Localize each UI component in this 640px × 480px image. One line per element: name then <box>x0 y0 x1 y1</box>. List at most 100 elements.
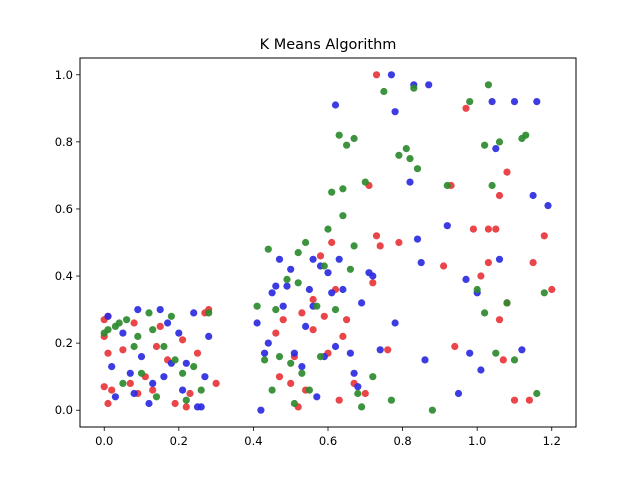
x-tick-label: 1.0 <box>468 434 486 448</box>
data-point <box>167 312 175 320</box>
data-point <box>134 332 142 340</box>
data-point <box>413 235 422 243</box>
data-point <box>406 178 414 186</box>
x-axis: 0.0 0.2 0.4 0.6 0.8 1.0 1.2 <box>95 427 561 448</box>
data-point <box>462 275 470 283</box>
data-point <box>410 84 418 92</box>
data-point <box>164 319 172 327</box>
data-point <box>413 165 422 173</box>
data-point <box>454 389 463 398</box>
points-layer <box>100 71 556 414</box>
data-point <box>380 87 388 96</box>
data-point <box>309 255 317 263</box>
data-point <box>179 369 187 377</box>
data-point <box>119 379 127 387</box>
data-point <box>257 406 265 414</box>
y-axis: 0.0 0.2 0.4 0.6 0.8 1.0 <box>55 68 80 417</box>
y-tick-label: 0.4 <box>55 269 73 283</box>
data-point <box>123 316 131 324</box>
data-point <box>484 81 492 89</box>
data-point <box>391 319 399 327</box>
y-tick-label: 1.0 <box>55 68 73 82</box>
data-point <box>466 349 474 357</box>
data-point <box>462 104 470 112</box>
data-point <box>309 295 317 304</box>
data-point <box>156 306 164 314</box>
data-point <box>179 386 187 394</box>
data-point <box>108 386 116 394</box>
data-point <box>331 342 340 351</box>
data-point <box>171 399 179 408</box>
data-point <box>272 329 280 337</box>
data-point <box>149 386 157 394</box>
data-point <box>305 386 313 394</box>
data-point <box>473 285 481 294</box>
data-point <box>358 403 366 411</box>
y-tick-label: 0.8 <box>55 135 73 149</box>
data-point <box>313 393 321 401</box>
data-point <box>275 353 284 361</box>
data-point <box>205 332 213 340</box>
x-tick-label: 1.2 <box>543 434 561 448</box>
data-point <box>369 272 377 280</box>
data-point <box>369 373 377 381</box>
data-point <box>384 346 392 354</box>
data-point <box>421 356 429 364</box>
data-point <box>510 396 519 404</box>
data-point <box>190 309 198 317</box>
data-point <box>287 379 295 387</box>
data-point <box>488 98 496 106</box>
data-point <box>331 306 340 314</box>
x-tick-label: 0.2 <box>170 434 188 448</box>
data-point <box>268 289 276 297</box>
data-point <box>492 225 500 233</box>
data-point <box>343 141 351 149</box>
data-point <box>369 279 377 287</box>
data-point <box>372 232 381 240</box>
data-point <box>193 349 202 357</box>
data-point <box>488 181 496 190</box>
data-point <box>361 389 369 398</box>
data-point <box>160 373 168 381</box>
data-point <box>145 399 153 408</box>
data-point <box>533 98 541 106</box>
data-point <box>354 389 362 398</box>
data-point <box>402 145 410 153</box>
data-point <box>484 225 492 233</box>
data-point <box>305 285 313 294</box>
data-point <box>287 265 295 273</box>
data-point <box>253 319 261 327</box>
data-point <box>495 138 504 146</box>
data-point <box>264 339 272 347</box>
data-point <box>417 259 425 267</box>
data-point <box>503 168 511 176</box>
data-point <box>294 249 302 257</box>
data-point <box>145 309 153 317</box>
x-tick-label: 0.0 <box>95 434 113 448</box>
data-point <box>361 178 369 186</box>
series-1 <box>104 71 552 414</box>
data-point <box>160 342 168 351</box>
data-point <box>130 389 138 398</box>
data-point <box>275 255 284 263</box>
data-point <box>540 289 548 297</box>
data-point <box>182 403 190 411</box>
data-point <box>320 312 328 320</box>
data-point <box>179 336 187 344</box>
data-point <box>492 145 500 153</box>
data-point <box>328 289 336 297</box>
data-point <box>495 316 504 324</box>
data-point <box>540 232 548 240</box>
data-point <box>283 275 291 283</box>
data-point <box>104 312 112 320</box>
data-point <box>510 356 519 364</box>
data-point <box>290 399 298 408</box>
data-point <box>137 369 146 377</box>
data-point <box>302 238 310 247</box>
data-point <box>126 369 134 377</box>
data-point <box>171 356 179 364</box>
data-point <box>134 306 142 314</box>
data-point <box>186 389 194 398</box>
data-point <box>350 242 358 250</box>
data-point <box>387 396 395 404</box>
